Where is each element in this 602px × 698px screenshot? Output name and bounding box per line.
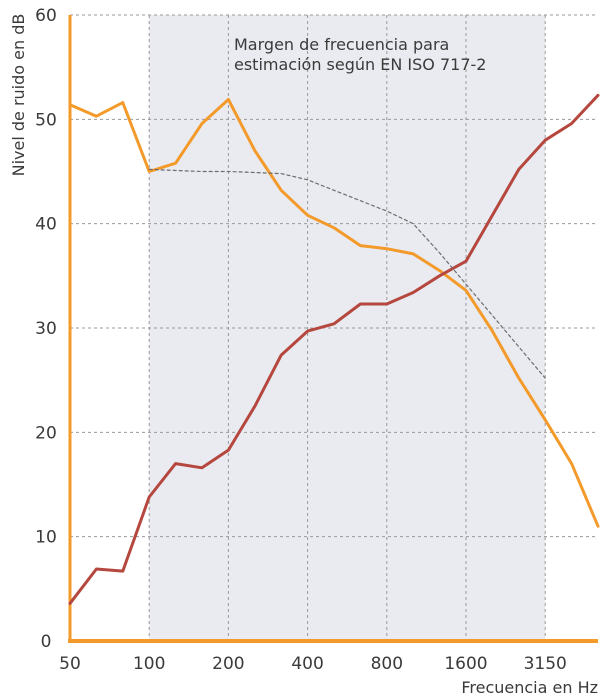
series-line-1	[68, 98, 600, 528]
series-line-2	[68, 93, 600, 605]
y-tick-label-40: 40	[35, 215, 57, 235]
y-tick-label-30: 30	[35, 319, 57, 339]
y-tick-label-50: 50	[35, 110, 57, 130]
shaded-range-label-line-2: estimación según EN ISO 717-2	[234, 55, 486, 74]
y-tick-label-60: 60	[35, 6, 57, 26]
y-tick-label-0: 0	[41, 632, 52, 652]
x-tick-label-800: 800	[371, 654, 403, 674]
y-tick-label-20: 20	[35, 423, 57, 443]
x-tick-label-400: 400	[291, 654, 323, 674]
shaded-range-label-line-1: Margen de frecuencia para	[234, 35, 449, 54]
y-axis-title: Nivel de ruido en dB	[9, 14, 28, 177]
x-axis-title: Frecuencia en Hz	[461, 678, 598, 697]
x-tick-label-3150: 3150	[524, 654, 567, 674]
x-tick-label-100: 100	[133, 654, 165, 674]
x-tick-label-200: 200	[212, 654, 244, 674]
x-tick-label-1600: 1600	[444, 654, 487, 674]
series-line-3	[148, 168, 546, 379]
y-tick-label-10: 10	[35, 528, 57, 548]
x-tick-label-50: 50	[59, 654, 81, 674]
